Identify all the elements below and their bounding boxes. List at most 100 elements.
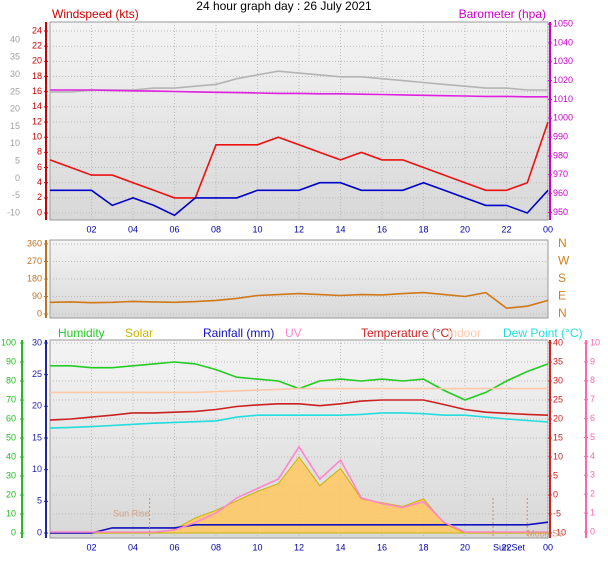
y3-tick-label: 25 — [32, 369, 42, 379]
y3-tick-label: 5 — [37, 496, 42, 506]
line — [49, 412, 549, 429]
x-tick-label: 06 — [169, 542, 179, 552]
y-tick-label: 18 — [32, 71, 42, 81]
y3-tick-label: 30 — [10, 69, 20, 79]
x-tick-label: 16 — [377, 542, 387, 552]
x-tick-label: 00 — [543, 224, 553, 234]
y2-tick-label: 970 — [553, 169, 568, 179]
legend-label: UV — [285, 326, 302, 340]
y3-tick-label: 40 — [10, 34, 20, 44]
y3-tick-label: 30 — [32, 337, 42, 347]
legend-label: Temperature (°C) — [361, 326, 453, 340]
legend-label: Humidity — [58, 326, 105, 340]
y2-tick-label: 1040 — [553, 37, 573, 47]
y-tick-label: 0 — [11, 527, 16, 537]
y4-tick-label: 3 — [590, 470, 595, 480]
y-tick-label: 60 — [6, 413, 16, 423]
y4-tick-label: 7 — [590, 394, 595, 404]
line — [50, 521, 549, 534]
y-tick-label: 8 — [37, 147, 42, 157]
y-tick-label: 90 — [32, 291, 42, 301]
y-tick-label: 270 — [27, 256, 42, 266]
y2-tick-label: 1020 — [553, 75, 573, 85]
y-tick-label: 360 — [27, 238, 42, 248]
y-tick-label: 14 — [32, 101, 42, 111]
y2-tick-label: -10 — [553, 527, 566, 537]
y3-tick-label: -10 — [7, 207, 20, 217]
y2-tick-label: 15 — [553, 432, 563, 442]
y4-tick-label: 1 — [590, 507, 595, 517]
legend-label: Indoor — [447, 326, 481, 340]
x-tick-label: 10 — [252, 224, 262, 234]
annotation: Sun Rise — [113, 508, 150, 518]
x-tick-label: 12 — [294, 542, 304, 552]
legend-label: Rainfall (mm) — [203, 326, 274, 340]
x-tick-label: 04 — [128, 542, 138, 552]
y3-tick-label: 15 — [32, 432, 42, 442]
y-tick-label: 0 — [37, 207, 42, 217]
y2-tick-label: 20 — [553, 413, 563, 423]
y3-tick-label: 25 — [10, 86, 20, 96]
y2-tick-label: 1030 — [553, 56, 573, 66]
x-tick-label: 00 — [543, 542, 553, 552]
y3-tick-label: 0 — [15, 173, 20, 183]
y2-tick-label: N — [558, 306, 567, 320]
y4-tick-label: 6 — [590, 413, 595, 423]
y-tick-label: 6 — [37, 162, 42, 172]
y-tick-label: 24 — [32, 25, 42, 35]
chart-title: 24 hour graph day : 26 July 2021 — [196, 0, 372, 13]
area — [49, 456, 549, 534]
x-tick-label: 18 — [418, 224, 428, 234]
y4-tick-label: 4 — [590, 451, 595, 461]
y-tick-label: 22 — [32, 41, 42, 51]
x-tick-label: 16 — [377, 224, 387, 234]
y-tick-label: 4 — [37, 177, 42, 187]
x-tick-label: 20 — [460, 224, 470, 234]
y2-tick-label: 25 — [553, 394, 563, 404]
x-tick-label: 14 — [335, 542, 345, 552]
y2-tick-label: E — [558, 289, 566, 303]
y-tick-label: 12 — [32, 116, 42, 126]
y-tick-label: 40 — [6, 451, 16, 461]
y4-tick-label: 2 — [590, 489, 595, 499]
y-tick-label: 30 — [6, 470, 16, 480]
y3-tick-label: 10 — [10, 138, 20, 148]
y2-tick-label: 35 — [553, 356, 563, 366]
y-tick-label: 2 — [37, 192, 42, 202]
y3-tick-label: -5 — [12, 190, 20, 200]
y-tick-label: 90 — [6, 356, 16, 366]
y2-tick-label: S — [558, 271, 566, 285]
legend-label: Dew Point (°C) — [503, 326, 582, 340]
y-tick-label: 16 — [32, 86, 42, 96]
y2-tick-label: -5 — [553, 508, 561, 518]
y-tick-label: 10 — [32, 132, 42, 142]
y-tick-label: 20 — [6, 489, 16, 499]
y-tick-label: 0 — [37, 308, 42, 318]
y2-tick-label: 950 — [553, 207, 568, 217]
line — [49, 121, 549, 199]
y2-tick-label: 980 — [553, 150, 568, 160]
x-tick-label: 04 — [128, 224, 138, 234]
line — [50, 89, 548, 98]
x-tick-label: 20 — [460, 542, 470, 552]
x-tick-label: 06 — [169, 224, 179, 234]
y3-tick-label: 35 — [10, 52, 20, 62]
x-tick-label: 08 — [211, 542, 221, 552]
y4-tick-label: 8 — [590, 375, 595, 385]
line — [49, 399, 549, 421]
y-tick-label: 70 — [6, 394, 16, 404]
line — [50, 181, 549, 217]
y3-tick-label: 10 — [32, 464, 42, 474]
annotation: Moon Se — [527, 528, 563, 538]
x-tick-label: 22 — [501, 224, 511, 234]
y2-tick-label: 1050 — [553, 18, 573, 28]
y-tick-label: 20 — [32, 56, 42, 66]
line — [49, 291, 549, 310]
y4-tick-label: 9 — [590, 356, 595, 366]
y2-tick-label: 990 — [553, 131, 568, 141]
y3-tick-label: 5 — [15, 155, 20, 165]
y-tick-label: 50 — [6, 432, 16, 442]
y2-tick-label: 10 — [553, 451, 563, 461]
x-tick-label: 14 — [335, 224, 345, 234]
y2-tick-label: 5 — [553, 470, 558, 480]
